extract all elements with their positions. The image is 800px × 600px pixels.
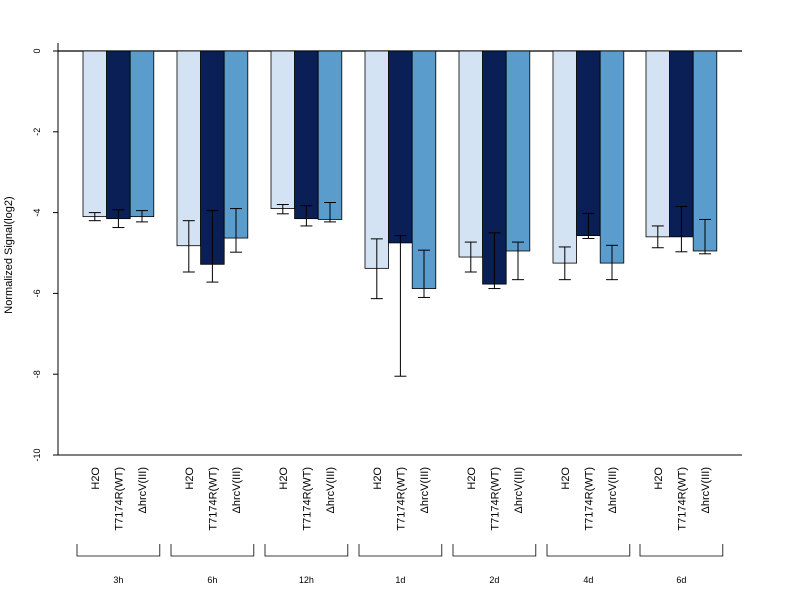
bar-series-label: ΔhrcV(III) xyxy=(700,467,712,513)
bar-series-label: T7174R(WT) xyxy=(676,467,688,531)
y-tick-label: -2 xyxy=(32,128,42,136)
bar-series-label: T7174R(WT) xyxy=(113,467,125,531)
bar-series-label: H2O xyxy=(90,467,102,490)
error-bars xyxy=(88,202,711,377)
group-bracket xyxy=(76,544,161,557)
bar xyxy=(552,50,578,264)
y-axis-label: Normalized Signal(log2) xyxy=(3,196,15,313)
group-bracket xyxy=(452,544,537,557)
category-labels: H2O T7174R(WT) ΔhrcV(III) 3h H2O T7174R(WT) Δh… xyxy=(76,467,724,585)
bar-series-label: T7174R(WT) xyxy=(489,467,501,531)
bar xyxy=(176,50,202,247)
category-label: 1d xyxy=(395,575,405,585)
bar xyxy=(505,50,531,252)
bar-series-label: H2O xyxy=(653,467,665,490)
group-bracket xyxy=(358,544,443,557)
bar-series-label: T7174R(WT) xyxy=(395,467,407,531)
bar-series-label: ΔhrcV(III) xyxy=(607,467,619,513)
bar xyxy=(388,50,413,244)
bar xyxy=(294,50,319,220)
bar xyxy=(599,50,625,264)
y-tick-label: -4 xyxy=(32,209,42,217)
bar-series-label: H2O xyxy=(372,467,384,490)
bar-series-label: ΔhrcV(III) xyxy=(419,467,431,513)
bar-series-label: H2O xyxy=(184,467,196,490)
bar-series-label: T7174R(WT) xyxy=(301,467,313,531)
bar xyxy=(576,50,601,237)
bar xyxy=(458,50,484,258)
category-label: 6h xyxy=(207,575,217,585)
category-label: 3h xyxy=(113,575,123,585)
bar xyxy=(82,50,108,218)
bar xyxy=(129,50,155,218)
bar-series-label: H2O xyxy=(560,467,572,490)
bar-series-label: ΔhrcV(III) xyxy=(513,467,525,513)
category-label: 12h xyxy=(299,575,314,585)
bar xyxy=(106,50,131,220)
bar-series-label: ΔhrcV(III) xyxy=(137,467,149,513)
group-bracket xyxy=(546,544,631,557)
bar-series-label: T7174R(WT) xyxy=(583,467,595,531)
bar xyxy=(364,50,390,269)
bar-series-label: H2O xyxy=(466,467,478,490)
group-bracket xyxy=(170,544,255,557)
bar xyxy=(317,50,343,220)
group-bracket xyxy=(639,544,724,557)
bar xyxy=(270,50,296,209)
category-label: 6d xyxy=(676,575,686,585)
y-tick-label: 0 xyxy=(32,48,42,53)
y-tick-label: -10 xyxy=(32,448,42,461)
y-tick-label: -8 xyxy=(32,370,42,378)
bar-series-label: H2O xyxy=(278,467,290,490)
bar-series-label: T7174R(WT) xyxy=(207,467,219,531)
bar-series-label: ΔhrcV(III) xyxy=(325,467,337,513)
category-label: 4d xyxy=(583,575,593,585)
category-label: 2d xyxy=(489,575,499,585)
group-bracket xyxy=(264,544,349,557)
bar xyxy=(645,50,671,238)
y-tick-label: -6 xyxy=(32,289,42,297)
bar-series-label: ΔhrcV(III) xyxy=(231,467,243,513)
